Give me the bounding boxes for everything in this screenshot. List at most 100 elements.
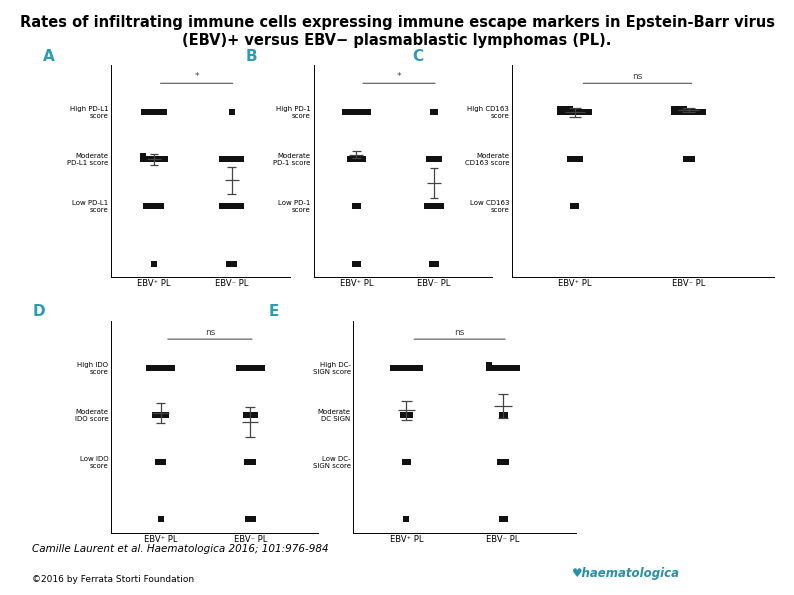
Point [671, 104, 684, 114]
Point [148, 411, 161, 420]
Text: ©2016 by Ferrata Storti Foundation: ©2016 by Ferrata Storti Foundation [32, 575, 194, 584]
Point [228, 202, 241, 211]
Point [497, 458, 510, 467]
Point [420, 202, 433, 211]
Point [426, 202, 438, 211]
Point [159, 155, 172, 164]
Text: A: A [44, 49, 55, 64]
Point [150, 202, 163, 211]
Point [238, 364, 251, 373]
Point [151, 155, 164, 164]
Text: B: B [246, 49, 257, 64]
Point [249, 364, 262, 373]
Point [154, 515, 167, 524]
Point [230, 202, 243, 211]
Point [145, 364, 158, 373]
Point [511, 364, 523, 373]
Point [422, 155, 435, 164]
Point [507, 364, 520, 373]
Point [157, 364, 170, 373]
Point [433, 155, 445, 164]
Point [682, 155, 695, 164]
Point [435, 202, 448, 211]
Point [499, 411, 511, 420]
Point [680, 108, 693, 117]
Point [155, 108, 168, 117]
Point [146, 155, 159, 164]
Point [157, 411, 170, 420]
Point [429, 108, 441, 117]
Point [674, 108, 687, 117]
Point [152, 202, 165, 211]
Point [580, 108, 592, 117]
Point [433, 202, 445, 211]
Point [428, 259, 441, 268]
Point [140, 108, 152, 117]
Point [483, 364, 495, 373]
Point [405, 364, 418, 373]
Point [157, 108, 170, 117]
Point [403, 411, 416, 420]
Point [241, 458, 254, 467]
Point [152, 108, 165, 117]
Point [139, 155, 152, 164]
Point [690, 108, 703, 117]
Point [486, 364, 499, 373]
Point [351, 155, 364, 164]
Point [392, 364, 405, 373]
Point [430, 155, 443, 164]
Point [154, 411, 167, 420]
Point [233, 202, 245, 211]
Point [402, 458, 414, 467]
Point [241, 515, 254, 524]
Point [143, 364, 156, 373]
Point [230, 155, 243, 164]
Point [414, 364, 426, 373]
Point [583, 108, 596, 117]
Point [499, 364, 511, 373]
Point [137, 155, 149, 164]
Text: ♥haematologica: ♥haematologica [572, 567, 680, 580]
Point [137, 151, 149, 161]
Point [247, 515, 260, 524]
Point [247, 364, 260, 373]
Point [570, 155, 583, 164]
Point [561, 104, 573, 114]
Point [495, 411, 508, 420]
Point [567, 202, 580, 211]
Point [567, 155, 580, 164]
Point [426, 155, 438, 164]
Text: E: E [269, 305, 279, 320]
Text: Camille Laurent et al. Haematologica 2016; 101:976-984: Camille Laurent et al. Haematologica 201… [32, 544, 329, 554]
Point [351, 259, 364, 268]
Point [567, 108, 580, 117]
Point [154, 155, 167, 164]
Point [386, 364, 399, 373]
Point [157, 458, 170, 467]
Point [145, 202, 158, 211]
Text: ns: ns [205, 328, 215, 337]
Point [400, 515, 413, 524]
Point [222, 202, 236, 211]
Point [554, 104, 567, 114]
Point [349, 108, 361, 117]
Point [499, 515, 511, 524]
Point [426, 108, 439, 117]
Point [218, 202, 230, 211]
Point [354, 108, 367, 117]
Text: ns: ns [454, 328, 464, 337]
Point [242, 411, 255, 420]
Point [492, 364, 505, 373]
Point [160, 364, 172, 373]
Point [223, 259, 236, 268]
Point [395, 364, 408, 373]
Point [241, 364, 254, 373]
Point [235, 364, 248, 373]
Point [220, 155, 233, 164]
Point [557, 104, 570, 114]
Point [215, 155, 228, 164]
Point [500, 458, 513, 467]
Point [668, 104, 680, 114]
Point [685, 155, 698, 164]
Point [399, 364, 411, 373]
